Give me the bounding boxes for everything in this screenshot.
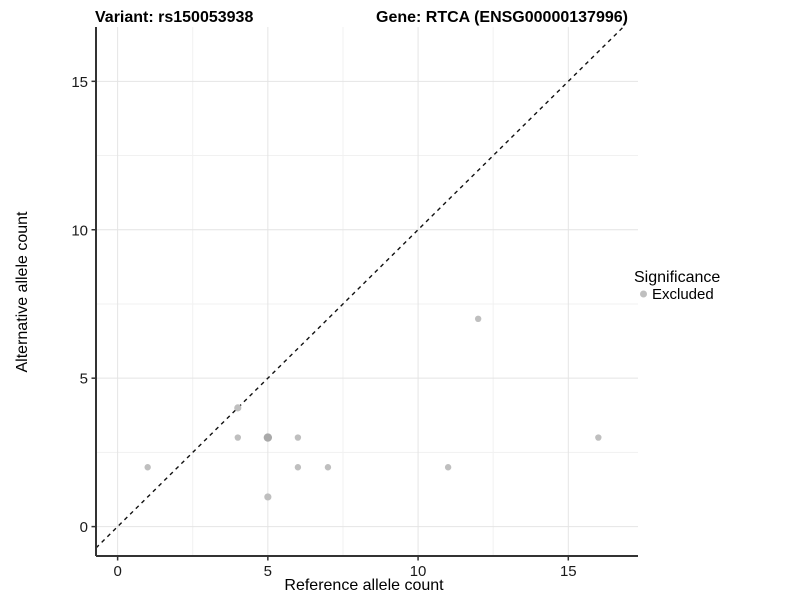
data-point: [263, 433, 273, 442]
identity-line: [95, 26, 624, 549]
axis-ticks-layer: 0 5 10 15 0 5 10 15: [71, 74, 576, 580]
gene-title: Gene: RTCA (ENSG00000137996): [376, 9, 628, 26]
x-tick-label: 15: [560, 563, 577, 580]
variant-title: Variant: rs150053938: [95, 9, 253, 26]
y-tick-label: 10: [71, 222, 88, 239]
x-axis-title: Reference allele count: [284, 577, 444, 594]
data-point: [234, 404, 242, 412]
data-point: [144, 464, 151, 471]
data-point: [324, 464, 332, 471]
data-points-layer: [144, 315, 602, 501]
gridlines-minor: [96, 27, 638, 556]
y-tick-label: 0: [80, 519, 88, 536]
data-point: [234, 434, 242, 441]
y-tick-label: 15: [71, 74, 88, 91]
axis-lines-layer: [95, 27, 638, 557]
data-point: [474, 315, 482, 323]
data-point: [595, 434, 602, 441]
data-point: [444, 464, 452, 471]
gridlines-major: [96, 27, 638, 556]
y-tick-label: 5: [80, 371, 88, 388]
data-point: [294, 464, 302, 471]
legend: Significance Excluded: [634, 269, 720, 303]
y-axis-title: Alternative allele count: [14, 211, 31, 373]
legend-item-label: Excluded: [652, 286, 714, 303]
legend-key-dot: [640, 290, 647, 298]
x-tick-label: 10: [410, 563, 427, 580]
data-point: [264, 493, 272, 501]
legend-title: Significance: [634, 269, 720, 286]
identity-dashed-line: [95, 26, 624, 549]
data-point: [294, 434, 302, 441]
x-tick-label: 5: [264, 563, 272, 580]
x-tick-label: 0: [113, 563, 121, 580]
